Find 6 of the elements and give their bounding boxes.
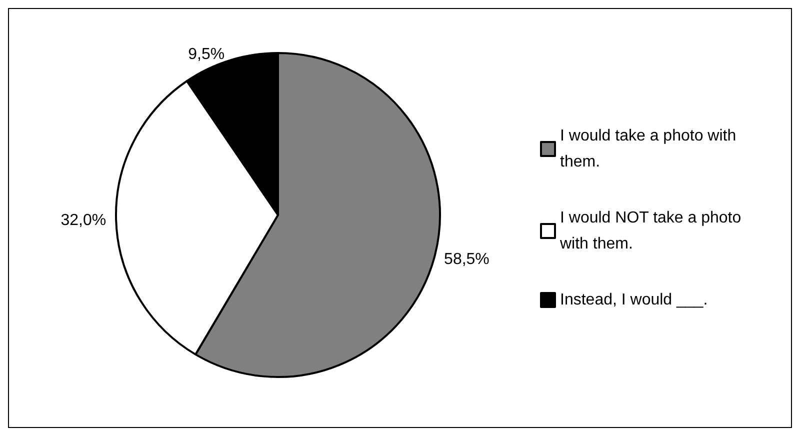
legend-label: Instead, I would ___. bbox=[560, 292, 708, 308]
legend-label: I would take a photo with them. bbox=[560, 128, 741, 170]
data-label: 58,5% bbox=[444, 250, 490, 268]
data-label: 32,0% bbox=[60, 212, 106, 229]
legend-label: I would NOT take a photo with them. bbox=[559, 210, 746, 252]
data-label: 9,5% bbox=[188, 46, 225, 63]
